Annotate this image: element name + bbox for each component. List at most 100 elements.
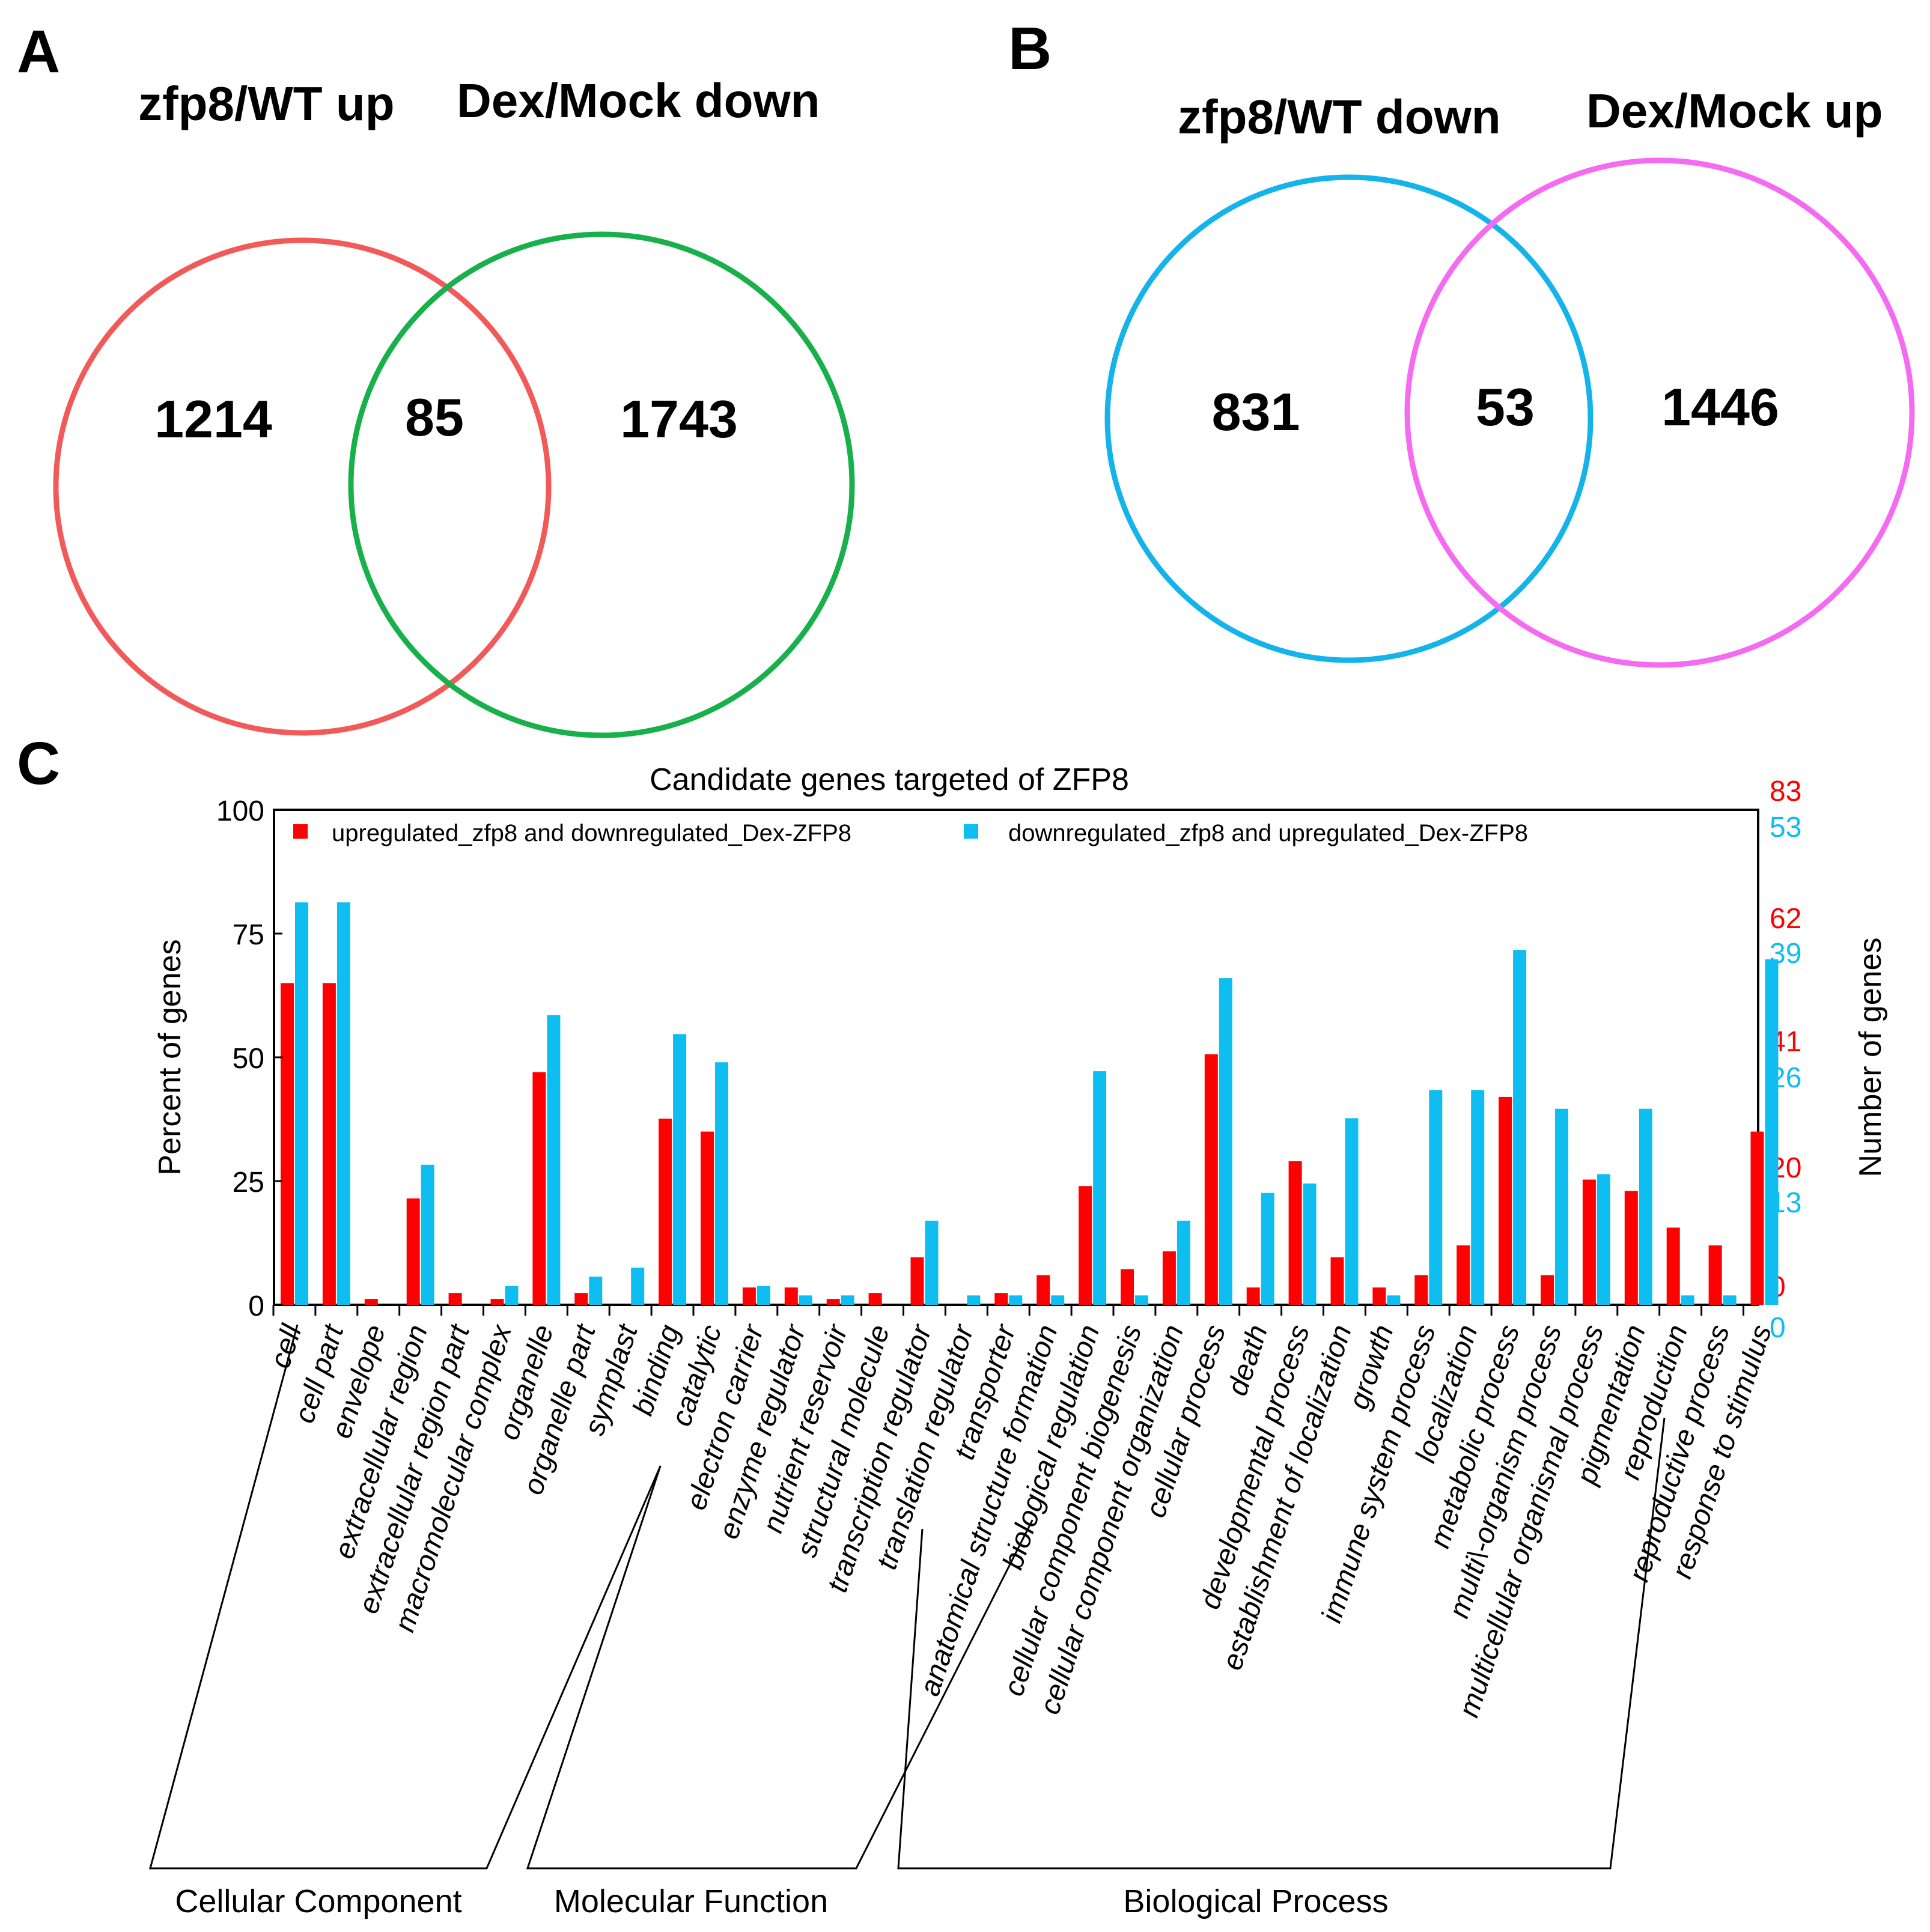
bar-blue-32 — [1639, 1108, 1652, 1305]
bar-blue-13 — [841, 1295, 854, 1305]
group-bracket-0 — [149, 1324, 662, 1870]
venn-a-left-title: zfp8/WT up — [138, 77, 395, 130]
bar-blue-15 — [925, 1220, 939, 1305]
bar-blue-28 — [1471, 1090, 1485, 1305]
bar-blue-35 — [1765, 959, 1779, 1305]
bar-red-18 — [1037, 1275, 1050, 1305]
bar-red-26 — [1372, 1287, 1386, 1305]
venn-a-right-count: 1743 — [620, 389, 738, 449]
y2-red-tick-3: 62 — [1770, 903, 1801, 935]
bar-blue-24 — [1303, 1183, 1317, 1305]
bar-red-2 — [364, 1299, 378, 1305]
chart-title: Candidate genes targeted of ZFP8 — [650, 762, 1129, 797]
group-bracket-1 — [526, 1465, 1033, 1870]
bar-red-34 — [1708, 1245, 1722, 1305]
group-label-2: Biological Process — [1123, 1883, 1388, 1919]
bar-blue-26 — [1387, 1295, 1401, 1305]
venn-b-left-count: 831 — [1212, 382, 1300, 442]
venn-a-right-title: Dex/Mock down — [457, 74, 820, 127]
bar-red-13 — [826, 1299, 840, 1305]
bar-blue-27 — [1429, 1090, 1443, 1305]
bar-blue-33 — [1681, 1295, 1694, 1305]
bar-blue-1 — [336, 902, 350, 1305]
bar-red-19 — [1079, 1186, 1092, 1305]
bar-red-15 — [910, 1257, 924, 1305]
bar-blue-12 — [799, 1295, 812, 1305]
bar-blue-25 — [1345, 1118, 1359, 1305]
bar-blue-34 — [1723, 1295, 1737, 1305]
bar-blue-6 — [547, 1015, 561, 1305]
bar-red-11 — [742, 1287, 756, 1305]
y2-axis-label: Number of genes — [1853, 938, 1888, 1177]
y-tick-75: 75 — [233, 919, 264, 951]
bar-blue-20 — [1135, 1295, 1148, 1305]
bar-red-12 — [784, 1287, 798, 1305]
y2-blue-tick-4: 53 — [1770, 812, 1801, 843]
bar-red-4 — [448, 1293, 462, 1305]
bar-blue-9 — [673, 1034, 687, 1305]
bar-red-3 — [406, 1198, 420, 1305]
venn-b-right-title: Dex/Mock up — [1586, 84, 1883, 138]
bar-blue-18 — [1051, 1295, 1065, 1305]
bar-blue-7 — [589, 1277, 603, 1305]
legend-red-label: upregulated_zfp8 and downregulated_Dex-Z… — [332, 820, 851, 846]
bar-blue-16 — [967, 1295, 981, 1305]
bar-red-23 — [1246, 1287, 1260, 1305]
bar-red-9 — [659, 1119, 672, 1305]
bar-red-7 — [574, 1293, 588, 1305]
bar-red-27 — [1414, 1275, 1428, 1305]
y-tick-0: 0 — [248, 1290, 264, 1322]
bar-blue-30 — [1555, 1108, 1568, 1305]
panel-b-letter: B — [1008, 15, 1052, 82]
bar-red-14 — [868, 1293, 882, 1305]
venn-a-right-circle — [348, 231, 855, 738]
bar-red-20 — [1121, 1269, 1134, 1305]
bar-red-32 — [1624, 1191, 1638, 1305]
plot-frame — [273, 809, 1759, 1306]
y-tick-25: 25 — [233, 1167, 264, 1198]
bar-blue-17 — [1009, 1295, 1023, 1305]
bar-blue-5 — [505, 1286, 519, 1305]
bar-red-22 — [1204, 1054, 1218, 1305]
bar-blue-21 — [1177, 1220, 1190, 1305]
bar-red-10 — [701, 1131, 714, 1305]
venn-a-overlap-count: 85 — [405, 387, 464, 447]
bar-blue-8 — [631, 1268, 645, 1305]
venn-b-left-circle — [1104, 174, 1594, 663]
legend-red-swatch — [293, 824, 308, 839]
venn-b-right-circle — [1404, 157, 1915, 668]
group-label-0: Cellular Component — [175, 1883, 461, 1919]
y2-blue-tick-0: 0 — [1770, 1312, 1786, 1344]
bar-red-6 — [532, 1072, 546, 1305]
bar-red-0 — [281, 983, 294, 1305]
y-axis-label: Percent of genes — [153, 939, 187, 1175]
y-tick-100: 100 — [216, 795, 264, 827]
bar-red-1 — [322, 983, 336, 1305]
venn-b-left-title: zfp8/WT down — [1178, 90, 1501, 144]
venn-a-left-circle — [53, 237, 552, 736]
bar-blue-19 — [1093, 1071, 1107, 1305]
bar-red-24 — [1288, 1161, 1302, 1305]
y2-red-tick-4: 83 — [1770, 776, 1801, 807]
panel-a-letter: A — [17, 18, 60, 85]
bar-red-35 — [1750, 1131, 1764, 1305]
panel-c-letter: C — [17, 730, 60, 797]
bar-blue-31 — [1597, 1174, 1610, 1305]
group-label-1: Molecular Function — [554, 1883, 828, 1919]
venn-b-overlap-count: 53 — [1476, 377, 1535, 437]
bar-blue-29 — [1513, 950, 1527, 1305]
bar-red-31 — [1582, 1179, 1596, 1305]
bar-blue-22 — [1219, 978, 1232, 1305]
bar-red-30 — [1541, 1275, 1554, 1305]
venn-a-left-count: 1214 — [154, 389, 272, 449]
bar-blue-10 — [715, 1062, 728, 1305]
legend-blue-label: downregulated_zfp8 and upregulated_Dex-Z… — [1008, 820, 1528, 846]
bar-blue-23 — [1261, 1192, 1274, 1305]
y-tick-50: 50 — [233, 1043, 264, 1075]
bar-blue-0 — [295, 902, 308, 1305]
bar-red-21 — [1162, 1251, 1176, 1305]
bar-red-5 — [490, 1299, 504, 1305]
legend-blue-swatch — [964, 824, 978, 839]
legend: upregulated_zfp8 and downregulated_Dex-Z… — [293, 820, 1528, 846]
